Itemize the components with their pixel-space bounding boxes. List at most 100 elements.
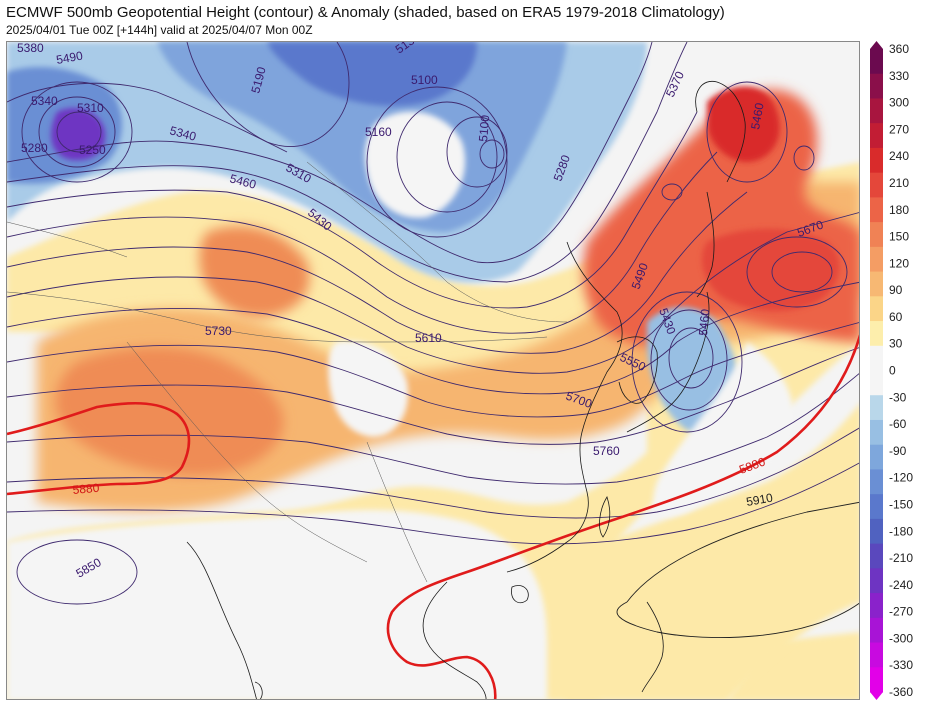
colorbar-band xyxy=(870,419,883,446)
colorbar-tick-label: 360 xyxy=(889,42,909,56)
contour-label: 5340 xyxy=(168,123,198,144)
colorbar-tick-label: -330 xyxy=(889,658,913,672)
coastline-korea xyxy=(616,336,658,404)
anomaly-negative-core xyxy=(267,42,477,106)
contour-ridge-kamchatka xyxy=(706,81,788,183)
colorbar-ticks: 3603303002702402101801501209060300-30-60… xyxy=(889,42,913,699)
colorbar-tick-label: 90 xyxy=(889,283,903,297)
map-title: ECMWF 500mb Geopotential Height (contour… xyxy=(6,4,725,21)
colorbar-band xyxy=(870,593,883,619)
colorbar-band xyxy=(870,296,883,322)
colorbar-band xyxy=(870,49,883,75)
contour-label: 5460 xyxy=(696,308,712,336)
contour-line xyxy=(7,82,288,153)
contour-ridge-pacific xyxy=(793,145,815,171)
contour-label: 5250 xyxy=(79,143,106,157)
border-line xyxy=(366,441,428,583)
colorbar-band xyxy=(870,197,883,223)
coastlines xyxy=(7,80,746,699)
colorbar-tick-label: 150 xyxy=(889,230,909,244)
colorbar-bands xyxy=(870,41,883,700)
contour-line xyxy=(7,111,698,309)
contour-5910 xyxy=(616,501,859,639)
contour-label: 5880 xyxy=(72,481,100,497)
coastline-japan xyxy=(626,291,710,433)
contour-label: 5310 xyxy=(77,101,104,115)
colorbar-unit: gpm xyxy=(880,41,899,42)
contour-label: 5380 xyxy=(17,42,44,55)
colorbar-tick-label: 180 xyxy=(889,203,909,217)
colorbar-band xyxy=(870,73,883,99)
contour-label: 5340 xyxy=(31,94,58,108)
contour-labels: 5490 5380 5340 5310 5280 5250 5190 5130 … xyxy=(17,42,825,581)
colorbar-tick-label: -210 xyxy=(889,551,913,565)
coastline-kamchatka xyxy=(695,80,746,183)
colorbar-tick-label: 300 xyxy=(889,96,909,110)
contour-ridge-kamchatka xyxy=(661,183,683,201)
colorbar-tick-label: 0 xyxy=(889,364,896,378)
contour-label: 5190 xyxy=(248,65,269,95)
anomaly-warm-core-north xyxy=(199,226,310,318)
anomaly-shading xyxy=(7,42,859,699)
contour-5880-line xyxy=(386,334,859,699)
coastline-sakhalin xyxy=(696,191,715,298)
contour-low-west xyxy=(21,81,133,183)
colorbar-band xyxy=(870,123,883,149)
colorbar-band xyxy=(870,246,883,273)
colorbar-band xyxy=(870,172,883,198)
colorbar-band xyxy=(870,642,883,668)
contour-label: 5370 xyxy=(663,69,687,99)
colorbar-band xyxy=(870,568,883,594)
contour-line xyxy=(7,322,859,418)
colorbar-band xyxy=(870,543,883,569)
anomaly-neutral-south xyxy=(7,510,547,699)
contour-line xyxy=(186,42,350,147)
border-line xyxy=(7,221,128,258)
contour-low-siberia xyxy=(396,101,498,213)
colorbar-tick-label: 270 xyxy=(889,122,909,136)
contour-label: 5460 xyxy=(228,171,258,192)
colorbar-band xyxy=(870,518,883,545)
anomaly-neutral-east-band xyxy=(653,342,794,516)
contour-label: 5730 xyxy=(205,324,232,338)
border-line xyxy=(7,291,548,343)
colorbar-band xyxy=(870,147,883,174)
map-canvas: 5490 5380 5340 5310 5280 5250 5190 5130 … xyxy=(7,42,859,699)
contour-line xyxy=(7,212,859,374)
colorbar-tick-label: -240 xyxy=(889,578,913,592)
map-subtitle: 2025/04/01 Tue 00Z [+144h] valid at 2025… xyxy=(6,23,313,37)
colorbar-band xyxy=(870,271,883,297)
contour-label: 5490 xyxy=(55,48,84,66)
contour-line xyxy=(7,427,859,519)
contour-low-siberia xyxy=(479,139,505,169)
contour-label: 5100 xyxy=(476,114,492,142)
contour-low-japan xyxy=(650,309,728,411)
colorbar-tick-label: 60 xyxy=(889,310,903,324)
contour-label: 5910 xyxy=(745,490,774,508)
colorbar-tick-label: -360 xyxy=(889,685,913,699)
colorbar-tick-label: 240 xyxy=(889,149,909,163)
contour-low-siberia xyxy=(446,116,508,188)
contour-low-west xyxy=(56,111,102,153)
colorbar-tick-label: -60 xyxy=(889,417,907,431)
anomaly-red-core-pacific xyxy=(702,228,840,312)
contour-line xyxy=(7,462,859,545)
contour-ridge-pacific xyxy=(771,251,833,293)
colorbar-top-arrow xyxy=(870,41,883,49)
anomaly-neutral-central xyxy=(328,341,408,437)
colorbar-band xyxy=(870,395,883,421)
coastline-indochina xyxy=(422,581,487,699)
colorbar-tick-label: 30 xyxy=(889,337,903,351)
colorbar-tick-label: 330 xyxy=(889,69,909,83)
coastline-philippines xyxy=(641,601,664,693)
contour-line xyxy=(7,42,688,283)
contour-low-west xyxy=(38,96,116,168)
contour-label: 5100 xyxy=(411,73,438,87)
contour-low-siberia xyxy=(366,86,508,238)
contour-low-japan xyxy=(631,291,743,433)
anomaly-warm-core-central xyxy=(55,347,284,476)
contour-label: 5610 xyxy=(415,331,442,345)
contour-closed-5850 xyxy=(16,539,138,605)
coastline-hainan xyxy=(511,585,529,604)
colorbar-tick-label: -180 xyxy=(889,524,913,538)
